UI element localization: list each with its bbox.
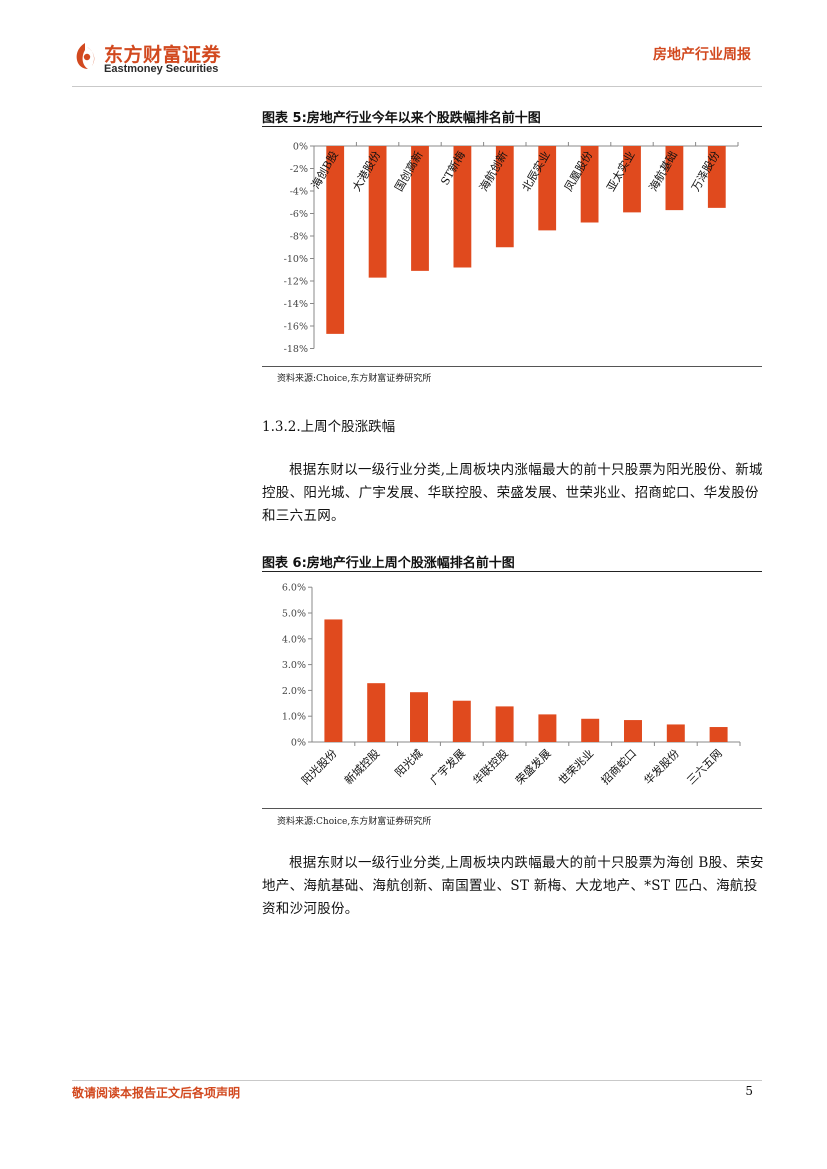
y-tick-label: 1.0% [282, 712, 306, 723]
bar [665, 146, 684, 211]
y-tick-label: 4.0% [282, 634, 306, 645]
y-tick-label: -14% [284, 299, 308, 310]
bar [411, 146, 429, 271]
bar [410, 692, 428, 742]
figure6-chart: 0% 1.0% 2.0% 3.0% 4.0% 5.0% 6.0% 阳光股份 新城控股 阳光城 广宇发… [262, 574, 762, 810]
y-tick-label: -18% [284, 344, 308, 355]
y-tick-label: -4% [290, 187, 308, 198]
category-label: 三六五网 [684, 747, 724, 787]
eastmoney-logo-icon [76, 43, 95, 69]
bar [495, 706, 514, 742]
y-tick-label: -8% [290, 232, 308, 243]
bar [538, 146, 557, 231]
y-tick-label: 0% [291, 738, 306, 749]
figure5-top-rule [262, 126, 762, 127]
bar [452, 700, 471, 742]
bar [326, 146, 345, 334]
category-label: 招商蛇口 [598, 746, 639, 787]
paragraph-gainers: 根据东财以一级行业分类,上周板块内涨幅最大的前十只股票为阳光股份、新城控股、阳光… [262, 462, 763, 524]
figure5-chart: 0% -2% -4% -6% -8% -10% -12% -14% -16% -18% 海创B股 大港… [262, 128, 762, 367]
category-label: 荣盛发展 [513, 746, 554, 787]
figure6-title: 图表 6:房地产行业上周个股涨幅排名前十图 [262, 556, 515, 571]
header-divider [72, 86, 762, 87]
bar [580, 146, 599, 223]
figure5-source: 资料来源:Choice,东方财富证券研究所 [277, 374, 432, 384]
bar [495, 146, 514, 248]
disclaimer-note: 敬请阅读本报告正文后各项声明 [72, 1086, 241, 1100]
section-heading: 1.3.2.上周个股涨跌幅 [262, 419, 396, 435]
y-tick-label: 0% [293, 142, 308, 153]
y-tick-label: -16% [284, 322, 308, 333]
figure5-title: 图表 5:房地产行业今年以来个股跌幅排名前十图 [262, 111, 541, 126]
y-tick-label: -2% [290, 164, 308, 175]
bar [624, 720, 642, 742]
report-title: 房地产行业周报 [653, 47, 751, 63]
y-tick-label: 6.0% [282, 583, 306, 594]
bar [368, 146, 387, 278]
paragraph-losers: 根据东财以一级行业分类,上周板块内跌幅最大的前十只股票为海创 B股、荣安地产、海… [262, 855, 764, 917]
category-label: 阳光城 [392, 746, 425, 779]
y-tick-label: 3.0% [282, 660, 306, 671]
category-label: 新城控股 [341, 746, 382, 787]
bar [707, 146, 726, 208]
category-label: 世荣兆业 [556, 747, 596, 787]
y-tick-label: -10% [284, 254, 308, 265]
brand-name-cn: 东方财富证券 [104, 44, 222, 66]
category-label: 阳光股份 [299, 746, 340, 787]
bar [324, 619, 343, 742]
brand-name-en: Eastmoney Securities [104, 63, 219, 75]
figure6-top-rule [262, 571, 762, 572]
category-label: 华联控股 [470, 746, 511, 787]
figure6-bottom-rule [262, 808, 762, 809]
category-label: 华发股份 [641, 746, 682, 787]
bar [367, 683, 386, 742]
bar [709, 727, 728, 742]
category-label: 广宇发展 [427, 746, 468, 787]
y-tick-label: -6% [290, 209, 308, 220]
bar [453, 146, 472, 268]
page-number: 5 [745, 1084, 753, 1098]
figure5-bottom-rule [262, 366, 762, 367]
y-tick-label: -12% [284, 277, 308, 288]
figure6-source: 资料来源:Choice,东方财富证券研究所 [277, 817, 432, 827]
bar [581, 718, 600, 742]
bar [666, 724, 685, 742]
y-tick-label: 2.0% [282, 686, 306, 697]
footer-divider [72, 1080, 762, 1081]
bar [623, 146, 641, 213]
y-tick-label: 5.0% [282, 609, 306, 620]
bar [538, 714, 557, 742]
